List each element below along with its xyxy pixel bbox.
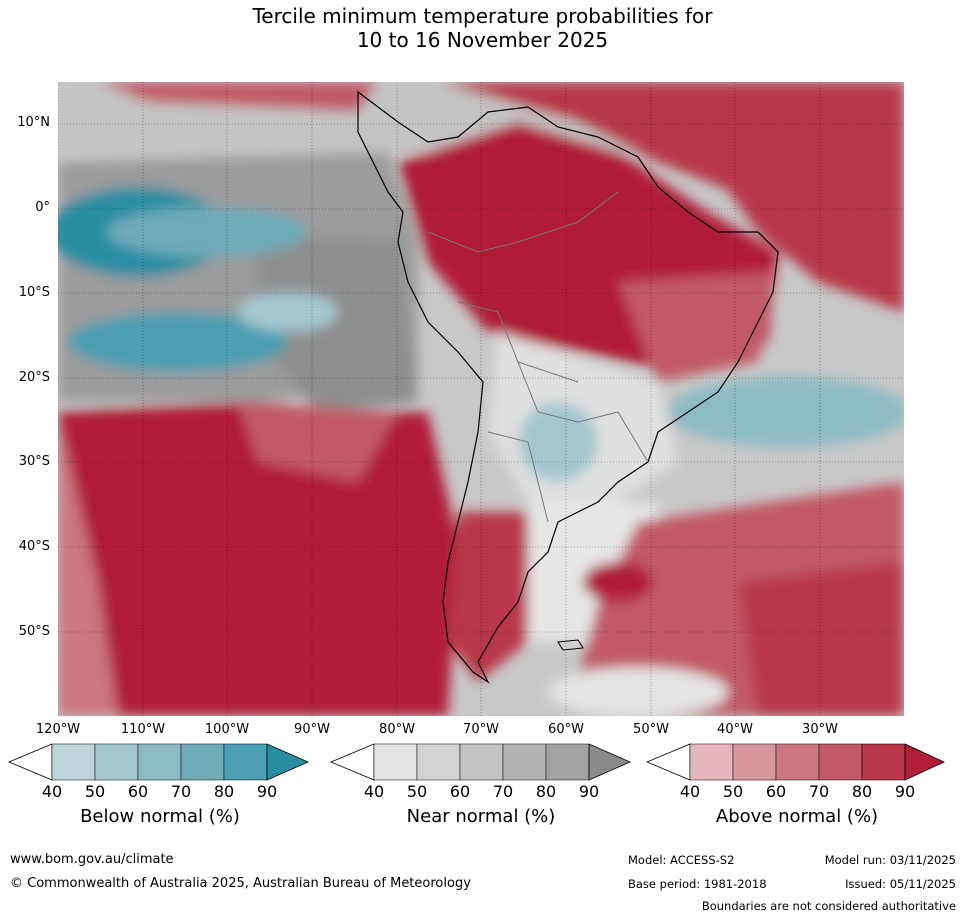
footer-issued: Issued: 05/11/2025: [845, 877, 956, 891]
lon-label-70w: 70°W: [463, 722, 499, 737]
legend-near-normal-bar: [330, 743, 631, 781]
legend-below-tick-80: 80: [213, 782, 235, 801]
legend-near-tick-90: 90: [578, 782, 600, 801]
title-line-2: 10 to 16 November 2025: [356, 28, 609, 52]
legend-above-tick-50: 50: [722, 782, 744, 801]
lon-label-60w: 60°W: [548, 722, 584, 737]
legend-below-tick-60: 60: [127, 782, 149, 801]
probability-map: [58, 82, 904, 716]
legend-near-tick-60: 60: [449, 782, 471, 801]
legend-near-tick-70: 70: [492, 782, 514, 801]
legend-below-swatch-70: [180, 743, 225, 781]
legend-above-swatch-50: [732, 743, 777, 781]
south-america-coastline: [357, 90, 779, 684]
legend-below-tick-70: 70: [170, 782, 192, 801]
legend-near-tick-40: 40: [363, 782, 385, 801]
lon-label-30w: 30°W: [802, 722, 838, 737]
lon-label-100w: 100°W: [204, 722, 250, 737]
lat-label-20s: 20°S: [18, 370, 50, 385]
map-title: Tercile minimum temperature probabilitie…: [0, 4, 965, 52]
legend-above-normal-bar: [646, 743, 945, 781]
legend-below-swatch-80: [223, 743, 268, 781]
legend-above-tick-70: 70: [808, 782, 830, 801]
legend-below-tick-90: 90: [256, 782, 278, 801]
legend-near-swatch-40: [373, 743, 418, 781]
legend-above-swatch-70: [818, 743, 863, 781]
legend-near-swatch-80: [545, 743, 590, 781]
footer-model-run: Model run: 03/11/2025: [824, 853, 956, 867]
lat-label-10n: 10°N: [17, 115, 50, 130]
legend-above-swatch-80: [861, 743, 906, 781]
legend-above-swatch-60: [775, 743, 820, 781]
lon-label-40w: 40°W: [717, 722, 753, 737]
lon-label-80w: 80°W: [379, 722, 415, 737]
lon-label-120w: 120°W: [35, 722, 81, 737]
falkland-islands: [557, 639, 584, 651]
lat-label-0: 0°: [35, 200, 50, 215]
footer-website: www.bom.gov.au/climate: [10, 852, 174, 867]
legend-above-tick-80: 80: [851, 782, 873, 801]
legend-near-swatch-70: [502, 743, 547, 781]
lat-label-10s: 10°S: [18, 285, 50, 300]
legend-above-tick-60: 60: [765, 782, 787, 801]
legend-above-swatch-40: [689, 743, 734, 781]
legend-below-swatch-90: [266, 743, 309, 781]
legend-near-title: Near normal (%): [406, 806, 556, 827]
legend-near-swatch-90: [588, 743, 631, 781]
footer-copyright: © Commonwealth of Australia 2025, Austra…: [10, 876, 471, 891]
footer-base-period: Base period: 1981-2018: [628, 877, 767, 891]
legend-below-swatch-60: [137, 743, 182, 781]
lat-label-40s: 40°S: [18, 539, 50, 554]
legend-above-tick-40: 40: [679, 782, 701, 801]
legend-near-swatch-50: [416, 743, 461, 781]
footer-disclaimer: Boundaries are not considered authoritat…: [701, 899, 956, 913]
legend-above-swatch-90: [904, 743, 945, 781]
lon-label-110w: 110°W: [120, 722, 166, 737]
lon-label-90w: 90°W: [294, 722, 330, 737]
legend-below-swatch-50: [94, 743, 139, 781]
legend-near-swatch-60: [459, 743, 504, 781]
legend-near-tick-50: 50: [406, 782, 428, 801]
legend-near-tick-80: 80: [535, 782, 557, 801]
legend-below-tick-50: 50: [84, 782, 106, 801]
legend-below-normal-bar: [8, 743, 309, 781]
legend-below-title: Below normal (%): [80, 806, 240, 827]
lat-label-30s: 30°S: [18, 454, 50, 469]
legend-above-title: Above normal (%): [715, 806, 879, 827]
legend-below-tick-40: 40: [41, 782, 63, 801]
title-line-1: Tercile minimum temperature probabilitie…: [252, 4, 713, 28]
lon-label-50w: 50°W: [633, 722, 669, 737]
lat-label-50s: 50°S: [18, 624, 50, 639]
legend-below-swatch-40: [51, 743, 96, 781]
footer-model: Model: ACCESS-S2: [628, 853, 735, 867]
legend-above-tick-90: 90: [894, 782, 916, 801]
